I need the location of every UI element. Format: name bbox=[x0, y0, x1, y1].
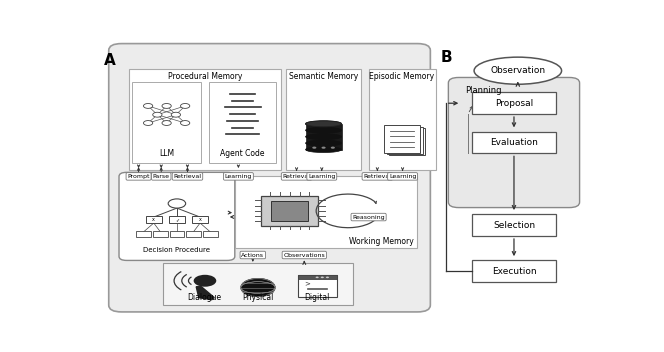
Circle shape bbox=[162, 121, 171, 125]
Circle shape bbox=[326, 277, 329, 278]
Text: Digital: Digital bbox=[305, 294, 330, 302]
Bar bbox=[471, 92, 556, 114]
Bar bbox=[203, 231, 218, 237]
Text: Retrieval: Retrieval bbox=[173, 174, 201, 179]
Ellipse shape bbox=[305, 134, 341, 140]
Bar bbox=[170, 231, 184, 237]
Ellipse shape bbox=[305, 121, 341, 127]
Circle shape bbox=[321, 146, 325, 149]
Bar bbox=[163, 263, 353, 305]
Text: Dialogue: Dialogue bbox=[187, 294, 221, 302]
Bar bbox=[136, 231, 151, 237]
Text: Reasoning: Reasoning bbox=[353, 215, 385, 220]
Circle shape bbox=[143, 103, 153, 108]
Bar bbox=[471, 132, 556, 153]
Bar bbox=[384, 125, 420, 152]
Bar bbox=[286, 69, 361, 170]
Bar bbox=[186, 231, 201, 237]
Text: LLM: LLM bbox=[159, 149, 174, 158]
Text: Episodic Memory: Episodic Memory bbox=[369, 71, 435, 81]
Circle shape bbox=[143, 121, 153, 125]
Text: Observation: Observation bbox=[490, 66, 545, 75]
Circle shape bbox=[162, 103, 171, 108]
Ellipse shape bbox=[305, 121, 341, 127]
Bar bbox=[153, 231, 167, 237]
Text: Proposal: Proposal bbox=[495, 99, 533, 108]
Bar bbox=[386, 127, 423, 154]
Bar bbox=[369, 69, 436, 170]
Circle shape bbox=[315, 277, 319, 278]
Text: Semantic Memory: Semantic Memory bbox=[289, 71, 358, 81]
Text: Planning: Planning bbox=[465, 86, 501, 95]
Ellipse shape bbox=[474, 57, 562, 84]
Bar bbox=[145, 216, 162, 223]
Circle shape bbox=[194, 275, 216, 287]
Text: Physical: Physical bbox=[242, 294, 274, 302]
Circle shape bbox=[331, 146, 335, 149]
Text: Prompt: Prompt bbox=[127, 174, 150, 179]
Text: A: A bbox=[104, 53, 116, 68]
Text: Evaluation: Evaluation bbox=[490, 138, 538, 147]
Text: Learning: Learning bbox=[224, 174, 252, 179]
Circle shape bbox=[181, 121, 190, 125]
Polygon shape bbox=[197, 287, 214, 300]
Bar bbox=[297, 275, 337, 279]
FancyBboxPatch shape bbox=[119, 172, 235, 260]
Ellipse shape bbox=[305, 146, 341, 152]
Text: Observations: Observations bbox=[284, 252, 325, 258]
Text: Parse: Parse bbox=[153, 174, 170, 179]
Bar bbox=[209, 82, 276, 163]
Ellipse shape bbox=[305, 127, 341, 133]
Bar bbox=[169, 216, 185, 223]
Circle shape bbox=[153, 112, 162, 117]
Text: Agent Code: Agent Code bbox=[220, 149, 265, 158]
Bar bbox=[297, 275, 337, 297]
FancyBboxPatch shape bbox=[448, 77, 580, 208]
Text: Retrieval: Retrieval bbox=[283, 174, 311, 179]
Text: Selection: Selection bbox=[493, 221, 535, 230]
Bar bbox=[262, 196, 318, 226]
Bar bbox=[235, 176, 418, 248]
Text: Learning: Learning bbox=[308, 174, 335, 179]
Bar bbox=[129, 69, 281, 170]
Text: B: B bbox=[441, 50, 452, 65]
Text: Actions: Actions bbox=[241, 252, 264, 258]
Ellipse shape bbox=[305, 140, 341, 146]
Text: Retrieval: Retrieval bbox=[363, 174, 391, 179]
Text: Procedural Memory: Procedural Memory bbox=[168, 71, 242, 81]
Text: ✓: ✓ bbox=[175, 217, 179, 222]
Bar bbox=[389, 128, 425, 155]
Circle shape bbox=[312, 146, 316, 149]
Text: >: > bbox=[304, 281, 310, 287]
Bar bbox=[305, 124, 341, 150]
Bar bbox=[192, 216, 208, 223]
Bar bbox=[271, 201, 308, 221]
Text: x: x bbox=[199, 217, 201, 222]
Bar bbox=[471, 260, 556, 282]
Bar bbox=[132, 82, 201, 163]
Circle shape bbox=[171, 112, 181, 117]
Text: Working Memory: Working Memory bbox=[349, 237, 414, 246]
Bar bbox=[471, 214, 556, 236]
Text: Decision Procedure: Decision Procedure bbox=[143, 247, 210, 253]
Text: Execution: Execution bbox=[491, 267, 537, 276]
Text: Learning: Learning bbox=[389, 174, 416, 179]
FancyBboxPatch shape bbox=[109, 44, 430, 312]
Circle shape bbox=[181, 103, 190, 108]
Circle shape bbox=[241, 278, 275, 296]
Text: x: x bbox=[152, 217, 155, 222]
Circle shape bbox=[168, 199, 186, 208]
Circle shape bbox=[321, 277, 324, 278]
